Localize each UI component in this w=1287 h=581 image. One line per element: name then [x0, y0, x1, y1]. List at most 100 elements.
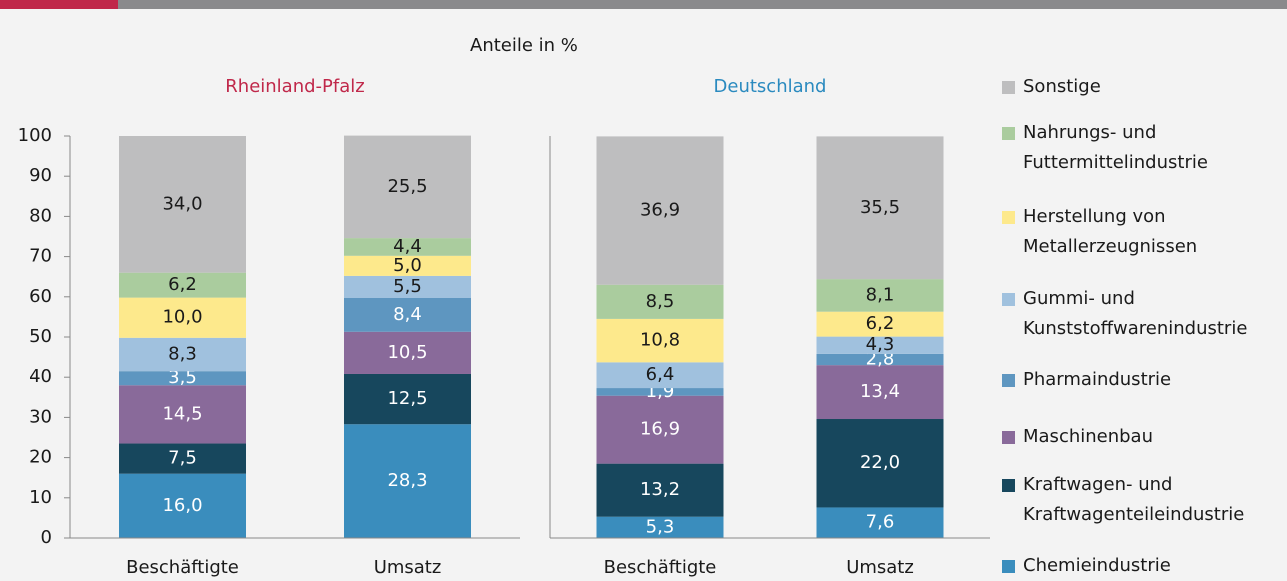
x-tick-label: Umsatz	[374, 557, 442, 578]
legend-label: Nahrungs- und Futtermittelindustrie	[1023, 122, 1208, 173]
value-label: 25,5	[387, 176, 427, 197]
value-label: 10,8	[640, 330, 680, 351]
bar-segment	[596, 136, 724, 285]
value-label: 35,5	[860, 197, 900, 218]
bar-segment	[596, 388, 724, 396]
bar-segment	[344, 331, 471, 374]
y-tick-label: 100	[18, 125, 52, 146]
legend-swatch	[1002, 293, 1015, 306]
bar-segment	[816, 365, 944, 420]
legend-item: Kraftwagen- und Kraftwagenteileindustrie	[1000, 470, 1285, 530]
legend-label: Chemieindustrie	[1023, 555, 1171, 576]
bar-segment	[119, 371, 246, 386]
value-label: 16,9	[640, 419, 680, 440]
bar-segment	[596, 284, 724, 319]
bar-segment	[119, 473, 246, 538]
value-label: 5,0	[393, 255, 422, 276]
legend-swatch	[1002, 560, 1015, 573]
value-label: 7,5	[168, 448, 197, 469]
legend-label: Gummi- und Kunststoffwarenindustrie	[1023, 288, 1248, 339]
y-tick-label: 50	[29, 326, 52, 347]
value-label: 10,5	[387, 342, 427, 363]
x-tick-label: Beschäftigte	[126, 557, 239, 578]
bar-segment	[344, 255, 471, 276]
bar-segment	[596, 516, 724, 538]
bar-segment	[344, 373, 471, 425]
legend-item: Maschinenbau	[1000, 422, 1285, 452]
legend-swatch	[1002, 81, 1015, 94]
bar-segment	[119, 272, 246, 298]
value-label: 7,6	[866, 512, 895, 533]
y-tick-label: 90	[29, 165, 52, 186]
chart-title: Deutschland	[714, 76, 827, 97]
value-label: 8,5	[646, 291, 675, 312]
bar-segment	[596, 463, 724, 517]
value-label: 8,1	[866, 284, 895, 305]
value-label: 14,5	[162, 403, 202, 424]
x-tick-label: Umsatz	[846, 557, 914, 578]
legend-label: Maschinenbau	[1023, 426, 1153, 447]
legend-item: Pharmaindustrie	[1000, 365, 1285, 395]
legend-item: Chemieindustrie	[1000, 551, 1285, 581]
bar-segment	[596, 318, 724, 363]
legend-swatch	[1002, 374, 1015, 387]
y-tick-label: 20	[29, 447, 52, 468]
caption: Anteile in %	[470, 35, 578, 56]
y-tick-label: 30	[29, 406, 52, 427]
bar-segment	[816, 507, 944, 538]
value-label: 6,2	[866, 313, 895, 334]
bar-segment	[816, 353, 944, 366]
bar-segment	[344, 275, 471, 299]
bar-segment	[119, 337, 246, 372]
bar-segment	[344, 424, 471, 538]
bar-segment	[344, 238, 471, 256]
bar-segment	[816, 279, 944, 312]
value-label: 12,5	[387, 388, 427, 409]
legend-swatch	[1002, 431, 1015, 444]
bar-segment	[816, 311, 944, 337]
value-label: 5,3	[646, 516, 675, 537]
y-tick-label: 0	[41, 527, 52, 548]
y-tick-label: 10	[29, 487, 52, 508]
value-label: 4,4	[393, 236, 422, 257]
value-label: 6,2	[168, 274, 197, 295]
value-label: 34,0	[162, 193, 202, 214]
y-tick-label: 40	[29, 366, 52, 387]
top-bar-accent	[0, 0, 118, 9]
bar-segment	[596, 395, 724, 464]
bar-segment	[816, 136, 944, 280]
value-label: 8,3	[168, 343, 197, 364]
bar-segment	[596, 362, 724, 389]
legend-item: Nahrungs- und Futtermittelindustrie	[1000, 118, 1285, 178]
bar-segment	[816, 419, 944, 508]
legend-label: Sonstige	[1023, 76, 1101, 97]
legend-item: Gummi- und Kunststoffwarenindustrie	[1000, 284, 1285, 344]
y-tick-label: 80	[29, 205, 52, 226]
bar-segment	[344, 298, 471, 332]
value-label: 36,9	[640, 200, 680, 221]
value-label: 8,4	[393, 304, 422, 325]
y-tick-label: 60	[29, 286, 52, 307]
legend-swatch	[1002, 211, 1015, 224]
chart-title: Rheinland-Pfalz	[225, 76, 364, 97]
bar-segment	[119, 385, 246, 444]
legend-item: Sonstige	[1000, 72, 1285, 102]
y-tick-label: 70	[29, 246, 52, 267]
bar-segment	[119, 136, 246, 273]
value-label: 5,5	[393, 276, 422, 297]
x-tick-label: Beschäftigte	[604, 557, 717, 578]
top-bar	[118, 0, 1287, 9]
legend-label: Pharmaindustrie	[1023, 369, 1172, 390]
value-label: 28,3	[387, 470, 427, 491]
legend-swatch	[1002, 479, 1015, 492]
bar-segment	[119, 443, 246, 474]
legend-swatch	[1002, 127, 1015, 140]
value-label: 4,3	[866, 334, 895, 355]
bar-segment	[119, 297, 246, 338]
value-label: 22,0	[860, 452, 900, 473]
value-label: 10,0	[162, 307, 202, 328]
legend: Sonstige Nahrungs- und Futtermittelindust…	[1000, 0, 1287, 578]
bar-segment	[344, 135, 471, 239]
